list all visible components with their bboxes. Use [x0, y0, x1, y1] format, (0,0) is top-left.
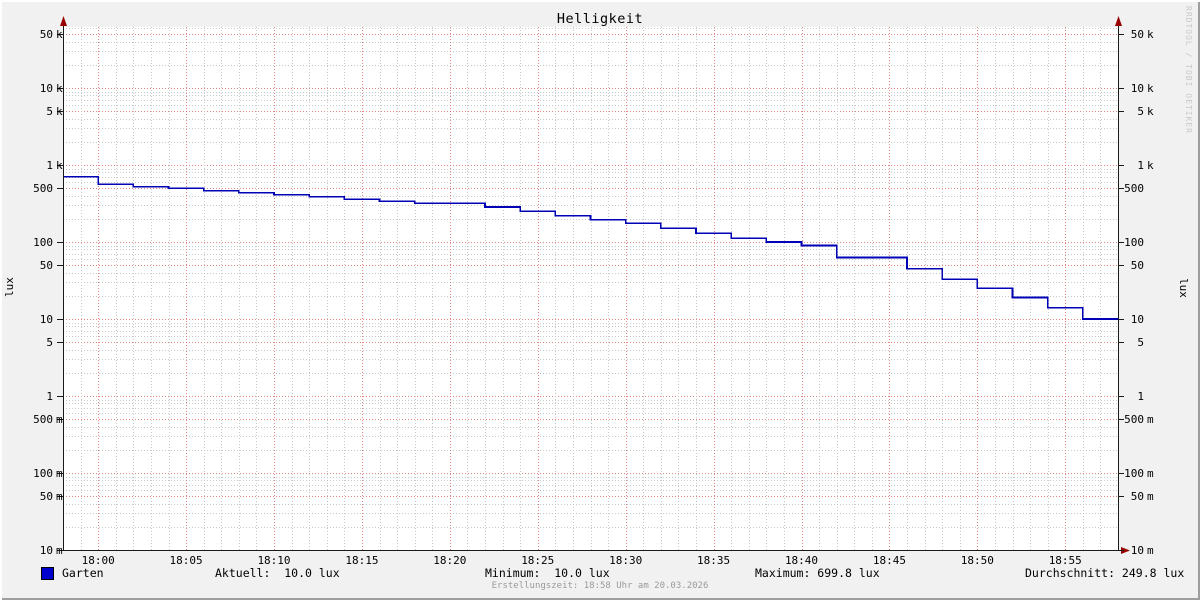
svg-text:10: 10: [40, 82, 53, 95]
y-axis-unit-right: lux: [1177, 278, 1190, 298]
svg-text:5: 5: [46, 336, 53, 349]
svg-text:500: 500: [1124, 182, 1144, 195]
svg-text:50: 50: [40, 490, 53, 503]
svg-text:m: m: [56, 467, 63, 480]
svg-text:100: 100: [1124, 467, 1144, 480]
svg-text:50: 50: [1131, 490, 1144, 503]
svg-text:18:15: 18:15: [345, 554, 378, 567]
legend-label-garten: Garten: [62, 566, 104, 580]
svg-text:18:05: 18:05: [170, 554, 203, 567]
creation-time: Erstellungszeit: 18:58 Uhr am 20.03.2026: [491, 581, 709, 591]
svg-text:k: k: [1147, 82, 1154, 95]
svg-text:k: k: [1147, 28, 1154, 41]
svg-text:1: 1: [1137, 390, 1144, 403]
svg-text:k: k: [1147, 105, 1154, 118]
svg-text:m: m: [1147, 490, 1154, 503]
svg-text:500: 500: [33, 182, 53, 195]
svg-text:500: 500: [1124, 413, 1144, 426]
stat-minimum: Minimum: 10.0 lux: [485, 566, 610, 580]
svg-text:18:20: 18:20: [433, 554, 466, 567]
svg-text:50: 50: [40, 259, 53, 272]
svg-text:10: 10: [40, 313, 53, 326]
svg-text:5: 5: [46, 105, 53, 118]
svg-text:k: k: [56, 105, 63, 118]
svg-text:5: 5: [1137, 336, 1144, 349]
svg-text:10: 10: [1131, 544, 1144, 557]
legend-swatch-garten: [41, 567, 54, 580]
svg-text:50: 50: [40, 28, 53, 41]
stat-maximum: Maximum: 699.8 lux: [755, 566, 880, 580]
svg-text:k: k: [1147, 159, 1154, 172]
rrdtool-watermark: RRDTOOL / TOBI OETIKER: [1184, 6, 1193, 134]
svg-text:100: 100: [1124, 236, 1144, 249]
svg-text:10: 10: [1131, 82, 1144, 95]
svg-text:100: 100: [33, 236, 53, 249]
svg-text:18:30: 18:30: [609, 554, 642, 567]
svg-text:k: k: [56, 82, 63, 95]
chart-title: Helligkeit: [556, 11, 644, 27]
svg-text:18:10: 18:10: [257, 554, 290, 567]
svg-text:100: 100: [33, 467, 53, 480]
svg-text:m: m: [56, 490, 63, 503]
svg-text:k: k: [56, 159, 63, 172]
stat-durchschnitt: Durchschnitt: 249.8 lux: [1025, 566, 1185, 580]
svg-text:18:45: 18:45: [873, 554, 906, 567]
svg-text:18:40: 18:40: [785, 554, 818, 567]
svg-text:1: 1: [46, 390, 53, 403]
svg-text:18:50: 18:50: [961, 554, 994, 567]
legend-and-stats-row: Garten Aktuell: 10.0 lux Minimum: 10.0 l…: [0, 565, 1200, 581]
svg-text:m: m: [1147, 544, 1154, 557]
svg-text:1: 1: [46, 159, 53, 172]
svg-text:50: 50: [1131, 259, 1144, 272]
stat-aktuell: Aktuell: 10.0 lux: [215, 566, 340, 580]
svg-text:18:55: 18:55: [1049, 554, 1082, 567]
svg-text:18:35: 18:35: [697, 554, 730, 567]
svg-text:k: k: [56, 28, 63, 41]
svg-text:m: m: [1147, 467, 1154, 480]
svg-text:5: 5: [1137, 105, 1144, 118]
svg-text:m: m: [1147, 413, 1154, 426]
svg-text:500: 500: [33, 413, 53, 426]
y-axis-unit-left: lux: [3, 277, 16, 297]
svg-text:18:00: 18:00: [82, 554, 115, 567]
svg-text:m: m: [56, 413, 63, 426]
svg-text:m: m: [56, 544, 63, 557]
svg-text:18:25: 18:25: [521, 554, 554, 567]
svg-text:50: 50: [1131, 28, 1144, 41]
svg-text:10: 10: [40, 544, 53, 557]
svg-text:10: 10: [1131, 313, 1144, 326]
svg-text:1: 1: [1137, 159, 1144, 172]
